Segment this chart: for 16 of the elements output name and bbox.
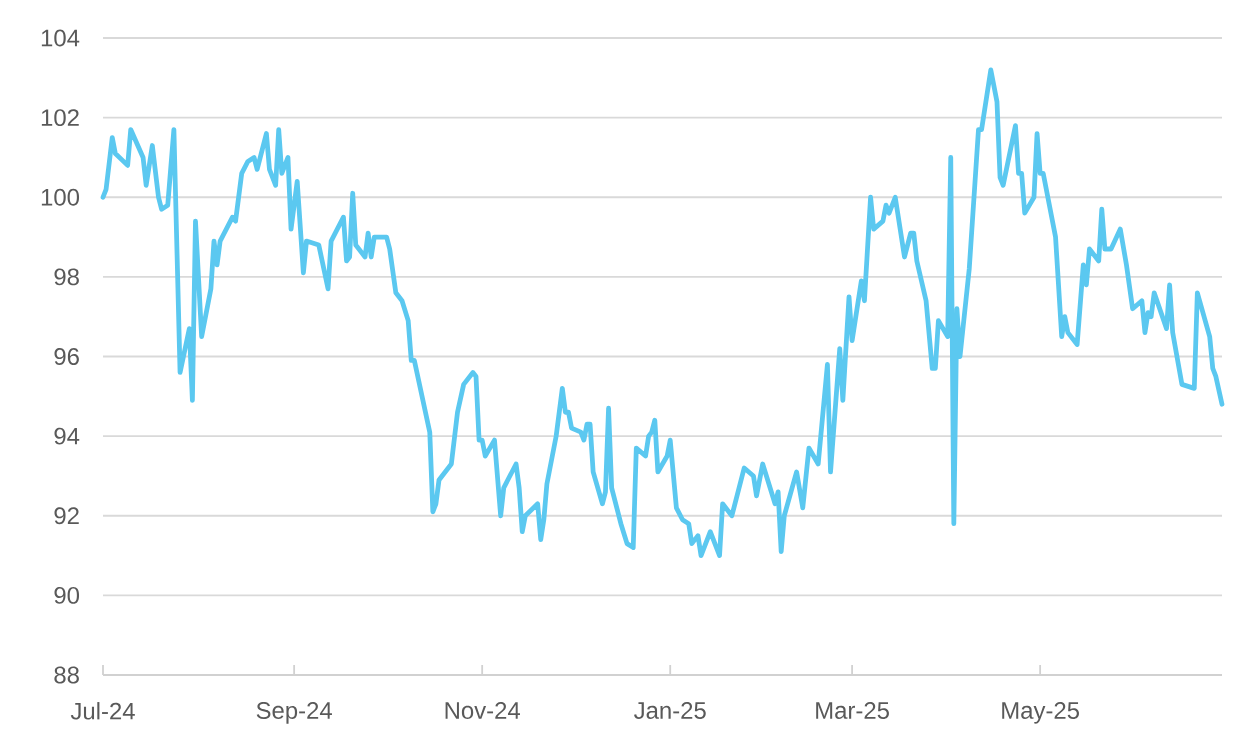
y-tick-label: 94 (54, 427, 80, 445)
y-tick-label: 100 (41, 188, 80, 206)
x-tick-label: Sep-24 (256, 702, 332, 724)
line-series (100, 67, 1225, 558)
y-tick-label: 102 (41, 109, 79, 127)
x-tick-label: Jul-24 (70, 702, 135, 720)
y-tick-label: 104 (41, 29, 80, 47)
y-tick-label: 98 (54, 268, 79, 286)
x-tick-label: Nov-24 (445, 702, 520, 719)
x-tick-label: May-25 (1002, 702, 1079, 724)
y-tick-label: 88 (54, 666, 79, 684)
y-tick-label: 90 (54, 586, 80, 604)
y-tick-label: 96 (54, 348, 79, 365)
y-tick-label: 92 (54, 507, 79, 525)
x-tick-label: Mar-25 (816, 702, 889, 719)
x-tick-label: Jan-25 (634, 702, 706, 719)
